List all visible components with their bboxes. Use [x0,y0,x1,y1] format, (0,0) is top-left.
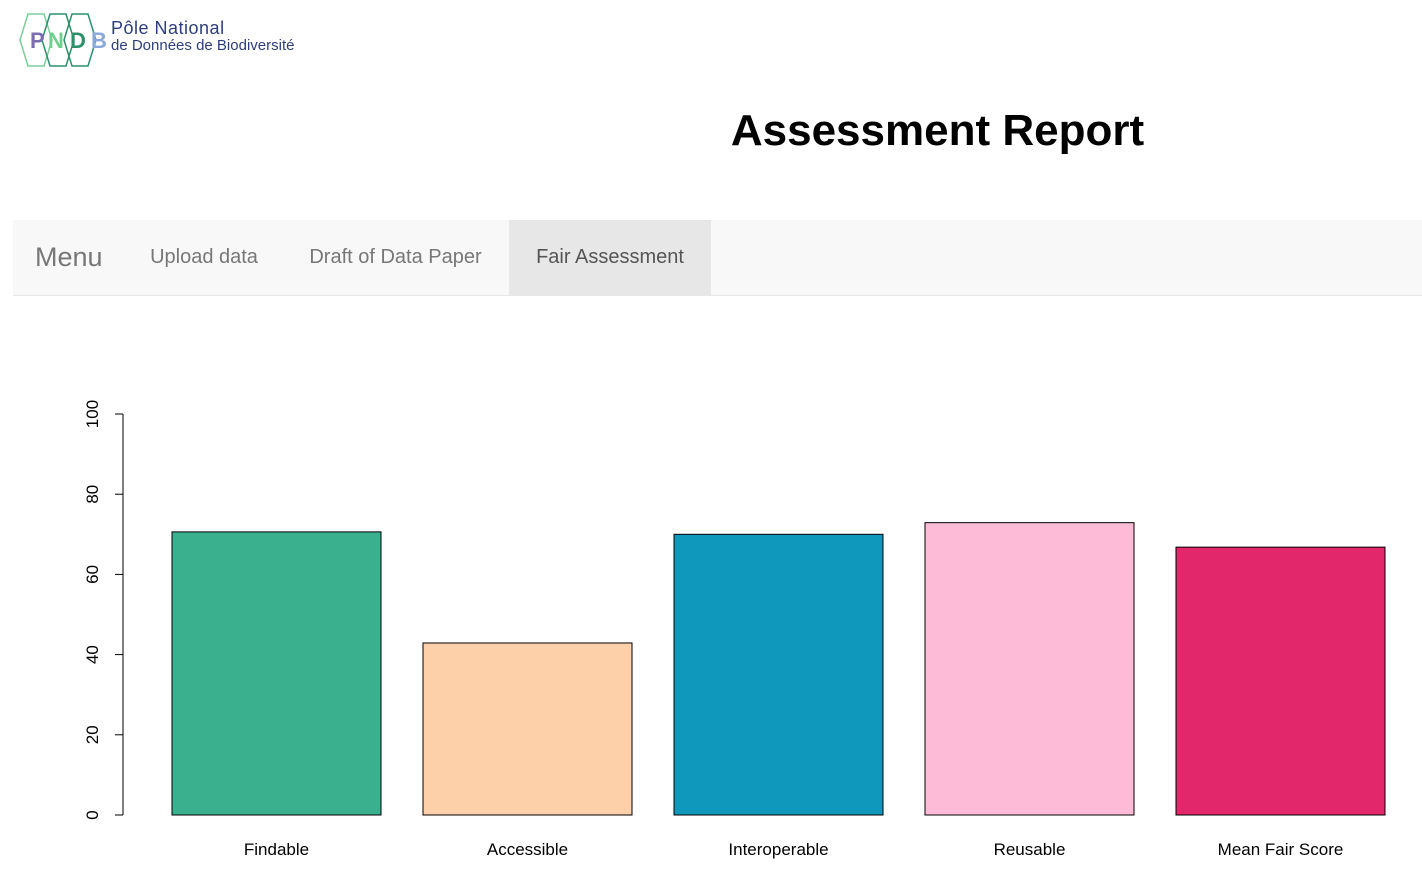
logo-letter-b: B [91,28,107,53]
bar-reusable [924,522,1135,816]
navbar: Menu Upload data Draft of Data Paper Fai… [13,220,1422,296]
y-tick-label: 20 [83,725,102,744]
x-axis-labels: Findable Accessible Interoperable Reusable M… [244,840,1343,859]
bar-interoperable [673,533,884,816]
bar-findable [171,531,382,816]
logo-hexagons-icon: P N D B [19,13,107,67]
x-tick-label: Findable [244,840,309,859]
y-axis: 0 20 40 60 80 100 [83,400,124,820]
tab-draft-data-paper[interactable]: Draft of Data Paper [309,246,482,268]
bars [171,522,1386,816]
y-tick-label: 0 [83,810,102,819]
logo-letter-p: P [30,28,45,53]
x-tick-label: Reusable [994,840,1066,859]
page-title: Assessment Report [730,106,1145,155]
tab-upload-data[interactable]: Upload data [150,246,258,268]
pndb-logo[interactable]: P N D B Pôle National de Données de Biod… [14,12,314,68]
logo-subtitle: de Données de Biodiversité [111,37,295,54]
logo-letter-d: D [70,28,86,53]
logo-letter-n: N [48,28,64,53]
menu-brand[interactable]: Menu [35,242,103,272]
x-tick-label: Mean Fair Score [1218,840,1344,859]
bar-accessible [422,642,633,816]
fair-score-bar-chart: 0 20 40 60 80 100 Findable Accessible Interoper… [83,400,1386,859]
bar-mean-fair-score [1175,546,1386,816]
y-tick-label: 80 [83,485,102,504]
logo-title: Pôle National [111,18,225,38]
x-tick-label: Accessible [487,840,568,859]
y-tick-label: 60 [83,565,102,584]
x-tick-label: Interoperable [728,840,828,859]
y-tick-label: 40 [83,645,102,664]
y-tick-label: 100 [83,400,102,428]
tab-fair-assessment[interactable]: Fair Assessment [509,220,711,295]
